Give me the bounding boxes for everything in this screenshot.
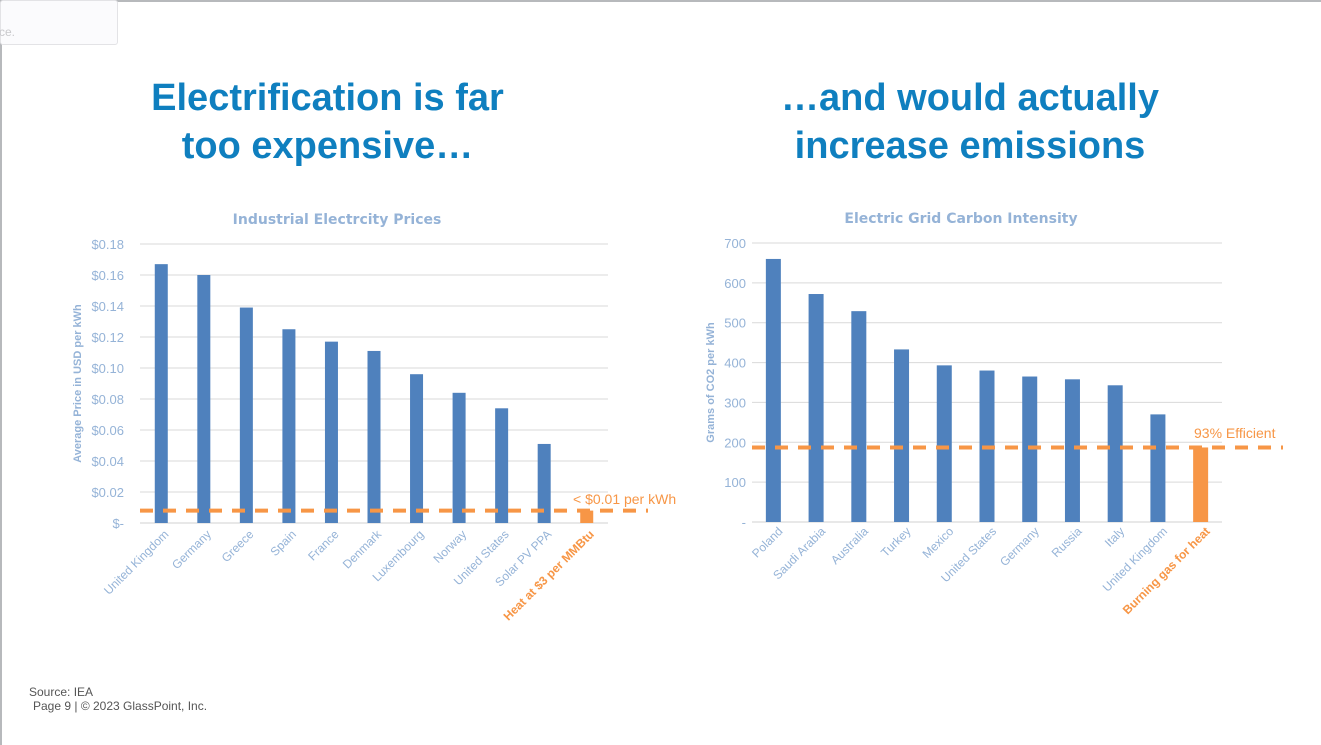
right-headline-line1: …and would actually — [781, 77, 1159, 119]
bar — [367, 350, 381, 523]
y-tick-label: 200 — [724, 435, 746, 450]
highlight-bar — [1193, 447, 1209, 522]
bar — [765, 258, 781, 522]
x-tick-label: Mexico — [920, 524, 957, 561]
left-headline-line1: Electrification is far — [151, 77, 504, 119]
y-tick-label: $0.16 — [91, 268, 124, 283]
x-tick-label: Australia — [828, 524, 871, 567]
window-left-border — [0, 0, 2, 745]
highlight-bar — [580, 510, 594, 523]
y-tick-label: $0.14 — [91, 299, 124, 314]
x-tick-label: France — [305, 527, 342, 564]
bar — [282, 329, 296, 523]
page-footer: Page 9 | © 2023 GlassPoint, Inc. — [33, 699, 208, 713]
x-tick-label: Russia — [1049, 524, 1085, 560]
left-headline-line2: too expensive… — [181, 125, 474, 167]
x-tick-label: Norway — [431, 527, 470, 566]
y-tick-label: $0.12 — [91, 330, 124, 345]
bar — [239, 307, 253, 523]
y-axis-label: Average Price in USD per kWh — [72, 304, 84, 463]
x-tick-label: Burning gas for heat — [1120, 524, 1213, 617]
bar — [452, 392, 466, 523]
y-tick-label: $0.08 — [91, 392, 124, 407]
x-tick-label: United Kingdom — [101, 527, 171, 597]
bar — [808, 294, 824, 522]
x-tick-label: Turkey — [878, 524, 914, 560]
y-tick-label: 500 — [724, 316, 746, 331]
bar — [1150, 414, 1166, 522]
window-top-border — [0, 0, 1321, 2]
left-headline: Electrification is far too expensive… — [110, 74, 545, 170]
y-tick-label: $0.04 — [91, 454, 124, 469]
right-headline: …and would actually increase emissions — [740, 74, 1200, 170]
y-tick-label: 400 — [724, 356, 746, 371]
bar — [197, 275, 211, 523]
y-tick-label: $0.18 — [91, 237, 124, 252]
reference-line-label: < $0.01 per kWh — [573, 491, 676, 507]
y-tick-label: 700 — [724, 236, 746, 251]
reference-line-label: 93% Efficient — [1194, 425, 1276, 441]
bar — [495, 408, 509, 523]
y-tick-label: $0.06 — [91, 423, 124, 438]
chart-title: Electric Grid Carbon Intensity — [844, 211, 1077, 227]
x-tick-label: Poland — [749, 524, 785, 560]
y-tick-label: $0.02 — [91, 485, 124, 500]
y-tick-label: 600 — [724, 276, 746, 291]
tooltip-popup: ce. — [0, 0, 118, 45]
source-note: Source: IEA — [29, 685, 94, 699]
bar — [936, 365, 952, 522]
y-axis-label: Grams of CO2 per kWh — [705, 322, 717, 443]
x-tick-label: Germany — [169, 527, 214, 572]
bar — [324, 341, 338, 523]
y-tick-label: $0.10 — [91, 361, 124, 376]
x-tick-label: Greece — [219, 527, 257, 565]
x-tick-label: Germany — [997, 524, 1042, 569]
bar — [1107, 385, 1123, 522]
y-tick-label: - — [742, 515, 746, 530]
x-tick-label: Spain — [267, 527, 299, 559]
bar — [851, 311, 867, 522]
y-tick-label: 100 — [724, 475, 746, 490]
tooltip-text: ce. — [0, 25, 16, 39]
y-tick-label: 300 — [724, 395, 746, 410]
right-headline-line2: increase emissions — [794, 125, 1146, 167]
bar — [410, 374, 424, 523]
bar — [537, 443, 551, 523]
x-tick-label: Italy — [1102, 524, 1127, 549]
bar — [894, 349, 910, 522]
bar — [154, 264, 168, 523]
y-tick-label: $- — [112, 516, 124, 531]
bar — [1064, 379, 1080, 522]
chart-title: Industrial Electrcity Prices — [233, 212, 442, 228]
